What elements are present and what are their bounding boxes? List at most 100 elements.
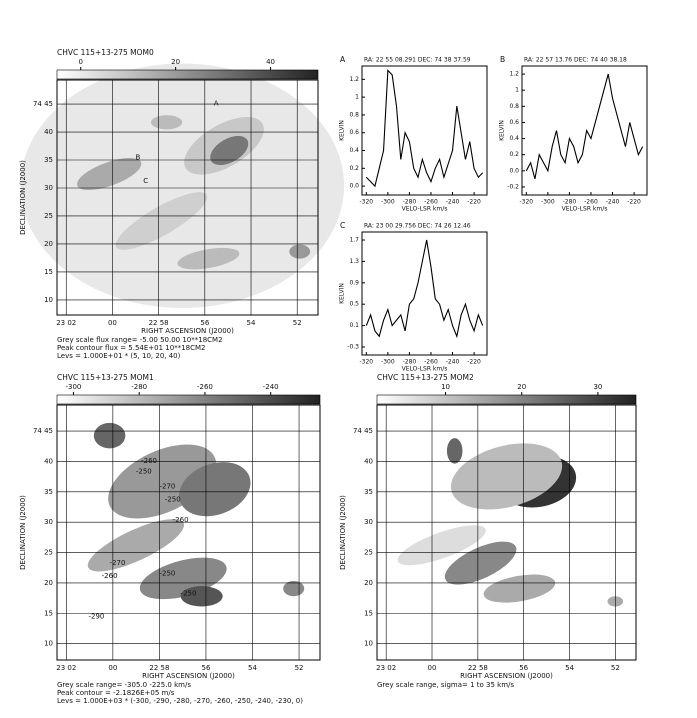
plot-frame [361, 231, 488, 356]
spectrum-title: RA: 22 57 13.76 DEC: 74 40 38.18 [524, 57, 627, 64]
map-annotation: -270 [160, 483, 176, 491]
x-tick-label: -220 [627, 199, 641, 206]
map-annotation: -270 [110, 559, 126, 567]
colorbar [376, 394, 637, 405]
y-tick-label: 1 [515, 87, 519, 94]
colorbar-tick-label: 20 [171, 58, 180, 66]
y-tick-label: 15 [44, 609, 53, 617]
spectrum-panel: -320 -300 -280 -260 -240 -220 -0.2 0.0 0.2 0.4 0.6… [499, 55, 648, 213]
emission [483, 574, 556, 603]
y-tick-label: 1.7 [349, 237, 359, 244]
y-tick-label: 20 [44, 240, 53, 248]
x-tick-label: 52 [611, 664, 620, 672]
colorbar-tick-label: -260 [197, 383, 213, 391]
emission [77, 157, 142, 191]
x-tick-label: -320 [359, 199, 373, 206]
y-axis-label: KELVIN [499, 120, 506, 141]
x-tick-label: -280 [403, 199, 417, 206]
x-tick-label: -240 [446, 199, 460, 206]
emission [446, 438, 463, 464]
x-tick-label: 00 [108, 664, 117, 672]
y-tick-label: 40 [44, 128, 53, 136]
y-tick-label: 1.3 [349, 258, 359, 265]
emission [450, 443, 563, 510]
y-tick-label: 10 [44, 296, 53, 304]
y-tick-label: 40 [364, 457, 373, 465]
map-background [377, 405, 636, 660]
spectrum-line [525, 73, 644, 180]
x-tick-label: 22 58 [468, 664, 488, 672]
x-axis-label: RIGHT ASCENSION (J2000) [142, 672, 235, 680]
y-tick-label: 0.5 [349, 301, 359, 308]
emission [289, 244, 311, 259]
map-note: Grey scale flux range= -5.00 50.00 10**1… [57, 336, 223, 344]
y-tick-label: 0.6 [509, 119, 519, 126]
map-frame [376, 404, 637, 661]
y-tick-label: 30 [44, 518, 53, 526]
x-tick-label: 23 02 [56, 319, 76, 327]
map-note: Grey scale range= -305.0 -225.0 km/s [57, 681, 191, 689]
emission [150, 115, 183, 130]
colorbar-tick-label: 40 [266, 58, 275, 66]
y-tick-label: 0.1 [349, 322, 359, 329]
y-tick-label: 10 [44, 640, 53, 648]
x-tick-label: -320 [519, 199, 533, 206]
y-tick-label: 0.8 [509, 103, 519, 110]
y-axis-label: DECLINATION (J2000) [19, 160, 27, 235]
emission [20, 63, 345, 308]
x-tick-label: -280 [563, 199, 577, 206]
y-tick-label: 35 [44, 156, 53, 164]
map-panel: 23 02 00 22 58 56 54 52 74 45 40 35 30 25 20 15 10 10 2… [339, 373, 637, 689]
spectrum-line [365, 69, 484, 188]
y-tick-label: 0.0 [349, 183, 359, 190]
y-tick-label: 0.9 [349, 279, 359, 286]
x-tick-label: 54 [248, 664, 257, 672]
y-tick-label: 40 [44, 457, 53, 465]
colorbar-tick-label: 0 [78, 58, 82, 66]
x-axis-label: VELO-LSR km/s [402, 206, 448, 213]
map-annotation: -260 [102, 572, 118, 580]
colorbar-tick-label: 10 [441, 383, 450, 391]
y-tick-label: 20 [364, 579, 373, 587]
x-tick-label: 00 [108, 319, 117, 327]
map-annotation: A [214, 100, 219, 108]
map-annotation: -250 [165, 495, 181, 503]
y-axis-label: DECLINATION (J2000) [339, 495, 347, 570]
spectrum-panel: -320 -300 -280 -260 -240 -220 0.0 0.2 0.4 0.6 0.8 1… [339, 55, 488, 213]
y-tick-label: 0.2 [509, 151, 519, 158]
y-tick-label: 25 [44, 549, 53, 557]
x-tick-label: -300 [541, 199, 555, 206]
x-tick-label: 23 02 [56, 664, 76, 672]
map-title: CHVC 115+13-275 MOM1 [57, 373, 154, 382]
spectrum-line [365, 239, 484, 339]
y-tick-label: 74 45 [353, 427, 373, 435]
map-note: Levs = 1.000E+03 * (-300, -290, -280, -2… [57, 697, 303, 705]
x-tick-label: -300 [381, 359, 395, 366]
spectrum-panel: -320 -300 -280 -260 -240 -220 -0.3 0.1 0.5 0.9 1.3… [339, 221, 488, 373]
emission [93, 422, 126, 449]
x-tick-label: -240 [446, 359, 460, 366]
y-tick-label: 30 [44, 184, 53, 192]
y-axis-label: KELVIN [339, 283, 346, 304]
colorbar-tick-label: 20 [517, 383, 526, 391]
map-annotation: -250 [181, 590, 197, 598]
emission [87, 519, 185, 572]
map-title: CHVC 115+13-275 MOM0 [57, 48, 154, 57]
y-tick-label: 1.2 [349, 76, 359, 83]
map-annotation: B [136, 154, 141, 162]
emission [397, 525, 486, 566]
map-annotation: C [143, 177, 148, 185]
x-tick-label: -260 [584, 199, 598, 206]
emission [115, 192, 208, 250]
x-tick-label: 54 [565, 664, 574, 672]
y-tick-label: 15 [44, 268, 53, 276]
y-tick-label: 74 45 [33, 427, 53, 435]
map-annotation: -250 [136, 467, 152, 475]
map-note: Peak contour = -2.1826E+05 m/s [57, 689, 175, 697]
x-tick-label: -260 [424, 359, 438, 366]
y-axis-label: DECLINATION (J2000) [19, 495, 27, 570]
panel-label: A [340, 55, 346, 64]
emission [210, 135, 249, 166]
colorbar-tick-label: -300 [65, 383, 81, 391]
x-tick-label: 54 [247, 319, 256, 327]
